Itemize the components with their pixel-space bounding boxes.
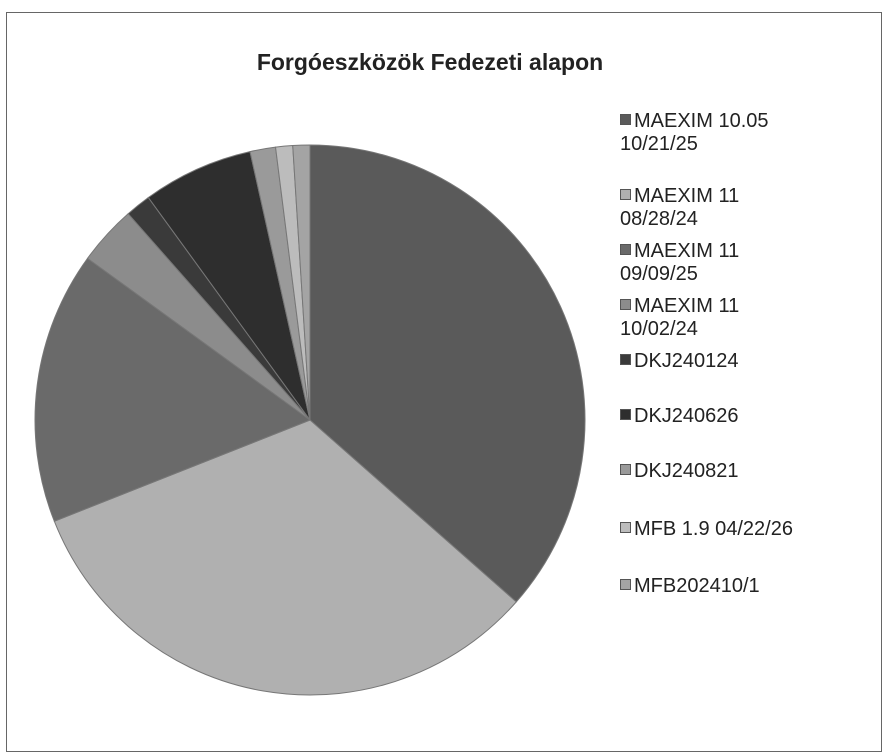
legend-swatch [620, 409, 631, 420]
pie-slice [147, 151, 311, 421]
chart-title: Forgóeszközök Fedezeti alapon [257, 49, 603, 75]
pie-slice [53, 419, 517, 696]
legend-label: MFB 1.9 04/22/26 [634, 518, 793, 540]
legend-item: DKJ240124 [620, 350, 820, 373]
legend-swatch [620, 189, 631, 200]
legend-swatch [620, 464, 631, 475]
legend-item: MAEXIM 11 08/28/24 [620, 185, 820, 231]
pie-slice [34, 257, 312, 522]
pie-slice [309, 144, 586, 603]
legend-swatch [620, 354, 631, 365]
legend-label: DKJ240124 [634, 350, 739, 372]
legend-swatch [620, 114, 631, 125]
legend-label: MAEXIM 10.05 10/21/25 [620, 110, 769, 155]
legend-label: MFB202410/1 [634, 575, 760, 597]
legend-label: DKJ240821 [634, 460, 739, 482]
legend-item: MFB 1.9 04/22/26 [620, 518, 820, 541]
legend-item: MAEXIM 11 10/02/24 [620, 295, 820, 341]
legend-label: MAEXIM 11 08/28/24 [620, 185, 740, 230]
legend-item: MFB202410/1 [620, 575, 820, 598]
legend-swatch [620, 244, 631, 255]
legend-label: MAEXIM 11 09/09/25 [620, 240, 740, 285]
legend-label: DKJ240626 [634, 405, 739, 427]
legend-item: DKJ240626 [620, 405, 820, 428]
legend-item: MAEXIM 10.05 10/21/25 [620, 110, 820, 156]
legend-swatch [620, 522, 631, 533]
legend-swatch [620, 299, 631, 310]
chart-frame [6, 12, 882, 752]
legend-item: DKJ240821 [620, 460, 820, 483]
pie-slice [292, 144, 311, 421]
legend-label: MAEXIM 11 10/02/24 [620, 295, 740, 340]
legend-swatch [620, 579, 631, 590]
legend-item: MAEXIM 11 09/09/25 [620, 240, 820, 286]
